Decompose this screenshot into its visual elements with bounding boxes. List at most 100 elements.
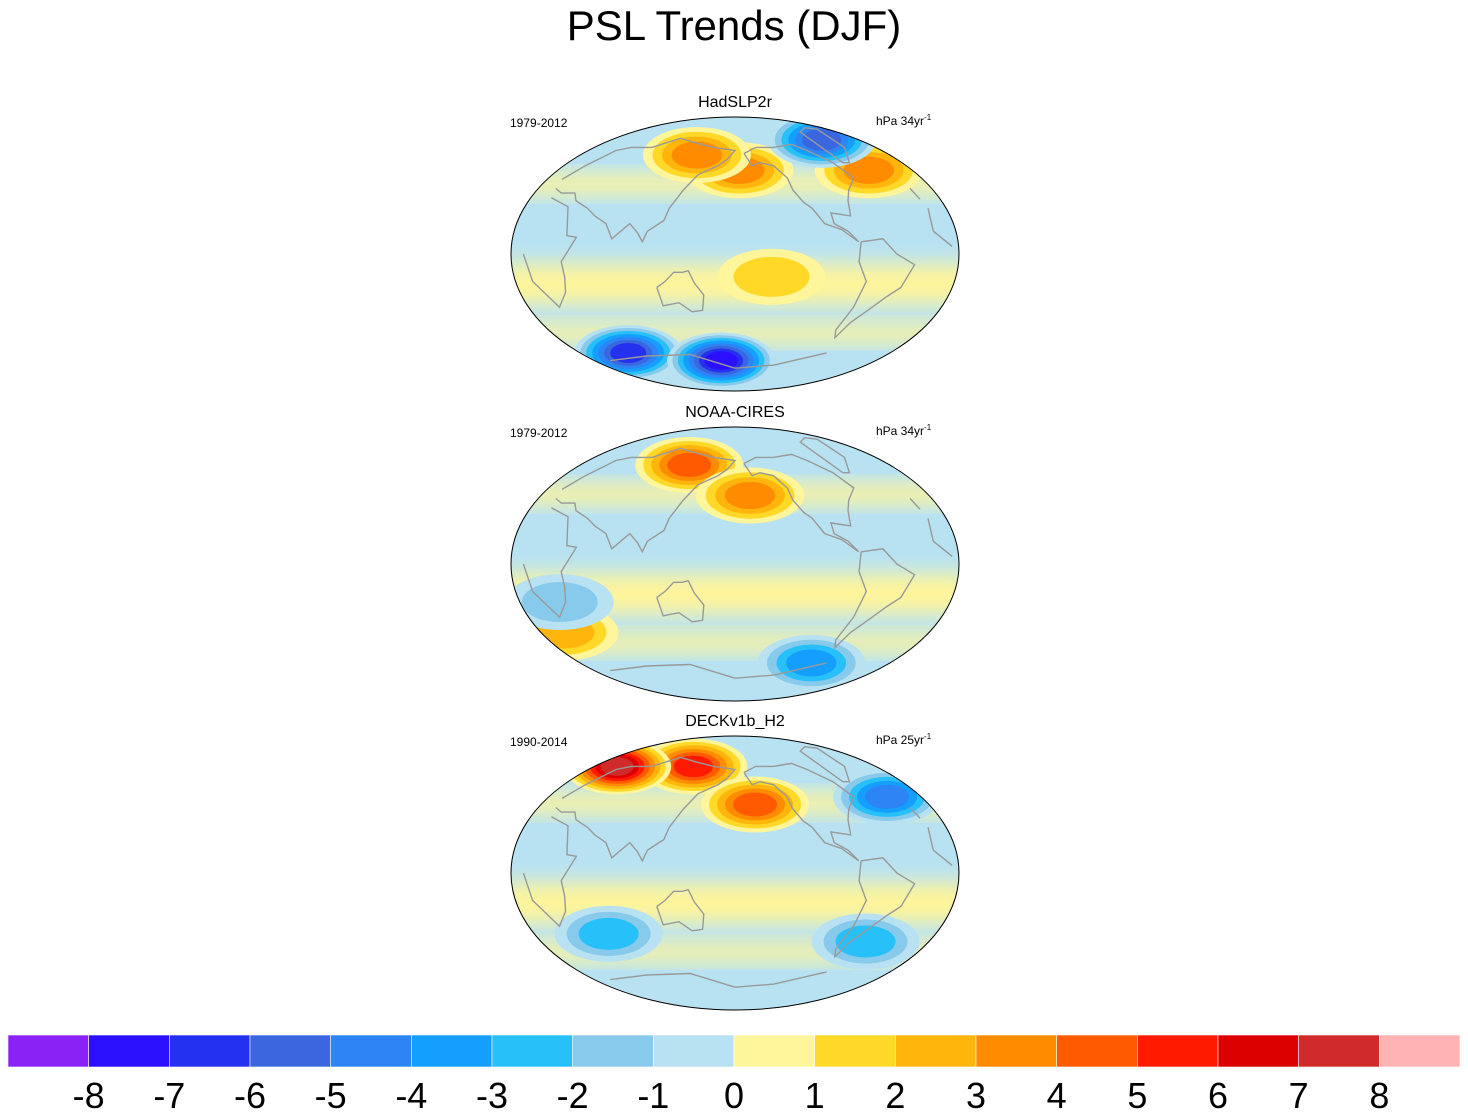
contour-level (673, 755, 714, 778)
trend-feature (639, 738, 748, 795)
panel-title: HadSLP2r (698, 94, 772, 111)
map-hadslp2r (510, 116, 960, 392)
panel-title: NOAA-CIRES (685, 404, 785, 421)
colorbar-tick-label: 6 (1208, 1075, 1228, 1116)
coastline-greenland (799, 126, 851, 164)
contour-level (578, 917, 639, 950)
coastline-south-america (834, 857, 916, 959)
trend-feature (642, 127, 751, 184)
colorbar-tick-label: 1 (805, 1075, 825, 1116)
coastline-north-america (743, 143, 860, 243)
panel-title: DECKv1b_H2 (685, 713, 785, 730)
figure-title: PSL Trends (DJF) (566, 2, 902, 49)
contour-level (521, 582, 598, 623)
panel-units: hPa 25yr-1 (876, 732, 932, 747)
coastline-africa (522, 197, 953, 309)
colorbar-swatch (7, 1034, 89, 1068)
trend-feature (554, 905, 663, 962)
colorbar-tick-label: -8 (73, 1075, 105, 1116)
coastline-australia (656, 269, 705, 313)
colorbar-swatch (572, 1034, 654, 1068)
contour-level (786, 649, 837, 677)
colorbar-tick-label: 4 (1047, 1075, 1067, 1116)
colorbar-swatch (895, 1034, 977, 1068)
coastline-australia (656, 888, 705, 932)
contour-level (733, 256, 810, 297)
contour-level (610, 342, 647, 363)
panel-hadslp2r: HadSLP2r 1979-2012 hPa 34yr-1 (500, 94, 970, 394)
colorbar-tick-label: 8 (1369, 1075, 1389, 1116)
panel-deckv1b-h2: DECKv1b_H2 1990-2014 hPa 25yr-1 (500, 713, 970, 1013)
colorbar-tick-label: -2 (557, 1075, 589, 1116)
colorbar-swatch (653, 1034, 735, 1068)
colorbar-tick-label: 0 (724, 1075, 744, 1116)
coastline-south-america (834, 548, 916, 650)
trend-feature (833, 768, 942, 825)
colorbar-swatch (1056, 1034, 1138, 1068)
panel-noaa-cires: NOAA-CIRES 1979-2012 hPa 34yr-1 (500, 404, 970, 704)
contour-level (843, 156, 894, 184)
trend-feature (717, 248, 826, 305)
colorbar-swatch (733, 1034, 815, 1068)
colorbar-swatch (1298, 1034, 1380, 1068)
contour-level (667, 453, 712, 478)
colorbar-tick-label: -7 (153, 1075, 185, 1116)
contour-level (835, 925, 896, 958)
map-deckv1b-h2 (510, 735, 960, 1011)
coastlines (522, 126, 953, 369)
contour-level (600, 757, 634, 776)
coastline-eurasia (555, 137, 921, 244)
trend-feature (811, 913, 920, 970)
panel-period: 1979-2012 (510, 116, 568, 130)
coastline-eurasia (555, 447, 921, 554)
colorbar-swatch (1137, 1034, 1219, 1068)
trend-feature (757, 634, 866, 691)
contour-level (671, 141, 723, 169)
contour-level (865, 784, 910, 809)
coastline-africa (522, 816, 953, 928)
colorbar-tick-label: 3 (966, 1075, 986, 1116)
map-border (510, 426, 960, 702)
panel-period: 1979-2012 (510, 426, 568, 440)
coastline-greenland (799, 436, 851, 474)
colorbar-swatch (88, 1034, 170, 1068)
coastline-greenland (799, 745, 851, 783)
coastlines (522, 436, 953, 679)
colorbar-tick-label: -4 (395, 1075, 427, 1116)
colorbar-tick-label: 2 (885, 1075, 905, 1116)
colorbar-tick-label: -1 (637, 1075, 669, 1116)
coastline-australia (656, 579, 705, 623)
trend-feature (511, 574, 614, 631)
colorbar-swatch (249, 1034, 331, 1068)
colorbar-tick-label: 5 (1127, 1075, 1147, 1116)
panel-units: hPa 34yr-1 (876, 423, 932, 438)
colorbar-tick-label: -6 (234, 1075, 266, 1116)
colorbar-tick-label: 7 (1289, 1075, 1309, 1116)
contour-level (802, 128, 842, 151)
coastline-africa (522, 507, 953, 619)
coastlines (522, 745, 953, 988)
colorbar-swatch (975, 1034, 1057, 1068)
colorbar-swatch (1217, 1034, 1299, 1068)
panel-units: hPa 34yr-1 (876, 113, 932, 128)
trend-feature (574, 324, 683, 381)
contour-level (733, 792, 778, 817)
coastline-antarctica (610, 662, 827, 679)
colorbar-swatch (1379, 1034, 1461, 1068)
coastline-antarctica (610, 971, 827, 988)
colorbar-swatch (814, 1034, 896, 1068)
colorbar-tick-label: -5 (315, 1075, 347, 1116)
map-border (510, 735, 960, 1011)
trend-feature (667, 332, 776, 389)
coastline-north-america (743, 453, 860, 553)
colorbar-swatch (411, 1034, 493, 1068)
contour-level (704, 351, 738, 370)
coastline-south-america (834, 238, 916, 340)
trend-feature (767, 117, 876, 168)
map-noaa-cires (510, 426, 960, 702)
trend-feature (696, 467, 805, 524)
colorbar-swatch (491, 1034, 573, 1068)
coastline-antarctica (610, 352, 827, 369)
colorbar-swatch (330, 1034, 412, 1068)
trend-feature (701, 776, 810, 833)
